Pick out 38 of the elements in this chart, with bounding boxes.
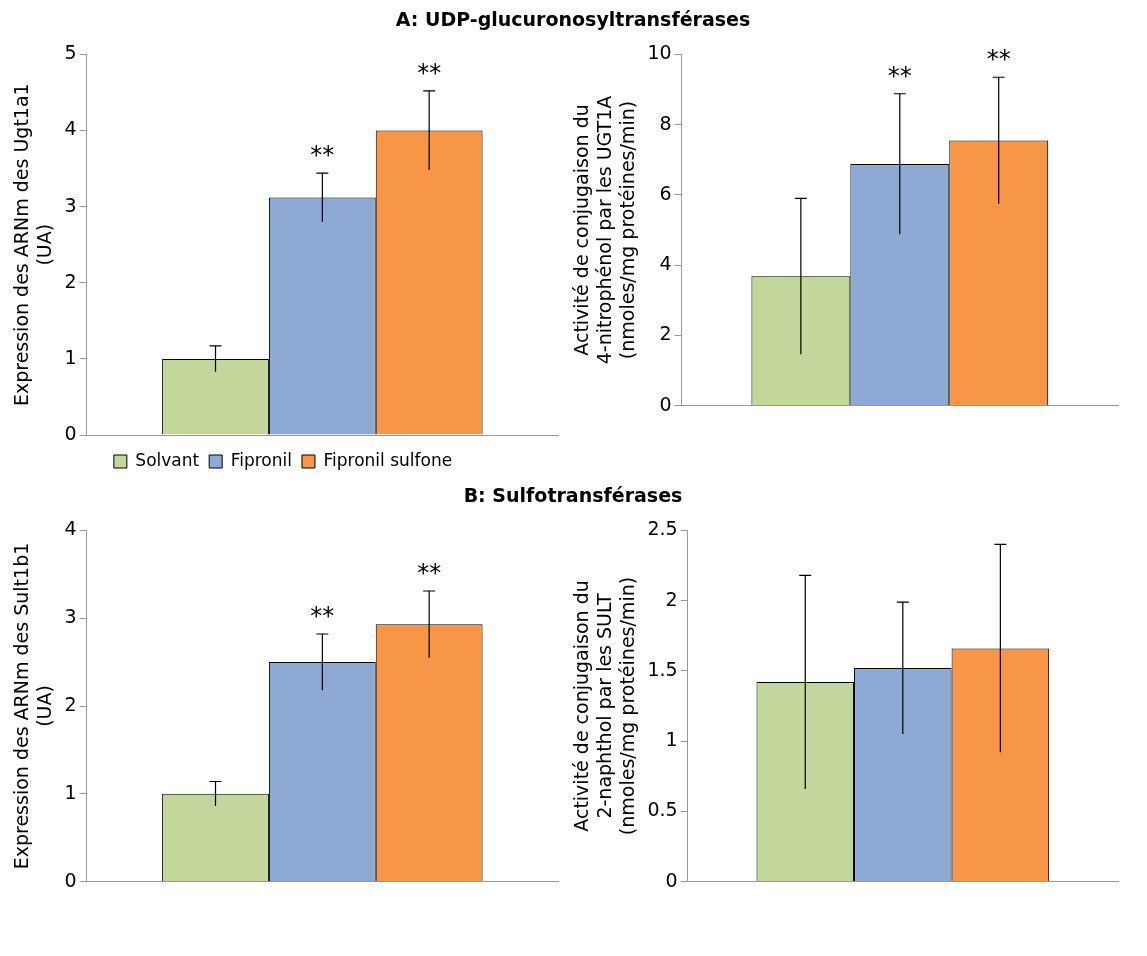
y-tick-label: 0	[659, 392, 672, 415]
annotation: **	[417, 559, 442, 588]
y-tick-label: 2.5	[647, 517, 678, 540]
annotation: **	[310, 141, 335, 170]
y-tick-label: 2	[665, 587, 678, 610]
y-tick-label: 2	[64, 692, 77, 715]
y-tick-label: 5	[64, 41, 77, 64]
y-tick-label: 8	[659, 111, 672, 134]
y-tick-label: 6	[659, 181, 672, 204]
y-tick-label: 4	[64, 517, 77, 540]
y-tick-label: 4	[659, 252, 672, 275]
annotation: **	[310, 602, 335, 631]
y-tick-label: 10	[647, 41, 672, 64]
legend-label: Solvant	[135, 449, 200, 470]
y-tick-label: 1	[64, 345, 77, 368]
y-tick-label: 2	[659, 322, 672, 345]
chart-title: B: Sulfotransférases	[462, 484, 684, 506]
annotation: **	[887, 61, 912, 90]
y-tick-label: 4	[64, 117, 77, 140]
y-tick-label: 1	[64, 780, 77, 803]
y-tick-label: 3	[64, 193, 77, 216]
annotation: **	[986, 45, 1011, 74]
y-axis-title: Expression des ARNm des Sult1b1 (UA)	[10, 542, 56, 870]
y-tick-label: 1	[665, 728, 678, 751]
y-axis-title: Expression des ARNm des Ugt1a1 (UA)	[10, 83, 56, 407]
y-tick-label: 2	[64, 269, 77, 292]
legend-label: Fipronil	[230, 449, 292, 470]
y-axis-title: Activité de conjugaison du 2-naphthol par les SULT (nmoles/mg protéines/min)	[570, 576, 638, 836]
y-tick-label: 0	[64, 421, 77, 444]
annotation: **	[417, 59, 442, 88]
y-tick-label: 0.5	[647, 798, 678, 821]
chart-title: A: UDP-glucuronosyltransférases	[394, 8, 752, 30]
y-axis-title: Activité de conjugaison du 4-nitrophénol par les UGT1A (nmoles/mg protéines/min)	[570, 95, 638, 365]
y-tick-label: 0	[665, 868, 678, 891]
y-tick-label: 0	[64, 868, 77, 891]
y-tick-label: 1.5	[647, 657, 678, 680]
legend-label: Fipronil sulfone	[323, 449, 453, 470]
y-tick-label: 3	[64, 605, 77, 628]
